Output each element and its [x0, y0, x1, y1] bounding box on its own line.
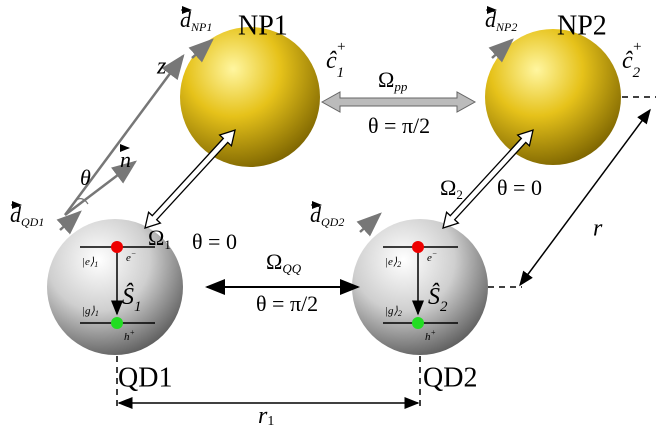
carrier: h+ — [124, 328, 135, 343]
carrier: e− — [427, 249, 437, 264]
symbol: d — [10, 202, 22, 227]
hole-dot — [111, 317, 123, 329]
sub: 1 — [94, 260, 98, 269]
symbol: Ω — [378, 67, 394, 92]
sub: 2 — [397, 260, 401, 269]
symbol: r — [258, 403, 268, 427]
r-arrow — [519, 108, 651, 287]
angle: θ = 0 — [497, 175, 542, 200]
dipole: dNP1 — [180, 7, 212, 34]
np-qd-arrow — [144, 129, 236, 229]
carrier: e− — [126, 249, 136, 264]
angle: θ = π/2 — [256, 291, 318, 316]
dipole-arrows — [56, 38, 514, 237]
state: |e⟩1 — [82, 256, 98, 269]
coupling: Ωpp — [378, 67, 408, 94]
np-label: NP1 — [238, 10, 288, 41]
symbol: ĉ — [622, 48, 633, 74]
symbol: e — [126, 252, 131, 264]
symbol: |e⟩ — [82, 256, 95, 268]
distance-label: r1 — [258, 403, 274, 427]
symbol: Ω — [440, 175, 456, 200]
state: |g⟩1 — [82, 305, 99, 318]
dipole: dNP2 — [485, 7, 517, 34]
sup: + — [431, 328, 436, 337]
coupling: ΩQQ — [266, 249, 302, 276]
symbol: Ω — [266, 249, 282, 274]
symbol: ĉ — [326, 48, 337, 74]
symbol: |e⟩ — [385, 256, 398, 268]
operator: ĉ1 + — [326, 39, 346, 81]
qd1-sphere — [47, 219, 183, 355]
operator: Ŝ1 — [122, 283, 142, 316]
sup: − — [432, 249, 437, 258]
axis-label: θ — [80, 165, 91, 190]
symbol: e — [427, 252, 432, 264]
symbol: Ω — [148, 225, 164, 250]
sub: QQ — [282, 261, 301, 276]
dipole: dQD1 — [10, 202, 44, 229]
qd2-sphere — [352, 219, 488, 355]
distance-label: r — [593, 216, 603, 242]
np-label: NP2 — [557, 10, 607, 41]
electron-dot — [111, 241, 123, 253]
qd-label: QD2 — [423, 362, 477, 393]
symbol: |g⟩ — [385, 305, 399, 317]
sub: 1 — [95, 309, 99, 318]
symbol: h — [124, 331, 130, 343]
sub: pp — [393, 79, 408, 94]
state: |e⟩2 — [385, 256, 401, 269]
symbol: d — [485, 7, 497, 32]
coupling: Ω1 — [148, 225, 171, 252]
symbol: d — [180, 7, 192, 32]
dashed-guides — [116, 96, 656, 410]
carrier: h+ — [425, 328, 436, 343]
qd-label: QD1 — [118, 362, 172, 393]
coupling: Ω2 — [440, 175, 463, 202]
symbol: |g⟩ — [82, 305, 96, 317]
hole-dot — [412, 317, 424, 329]
dipole: dQD2 — [310, 202, 344, 229]
sub: QD2 — [321, 215, 344, 229]
sub: NP2 — [495, 20, 517, 34]
np-coupling-arrow — [320, 91, 477, 113]
sub: 1 — [164, 237, 171, 252]
operator: Ŝ2 — [428, 283, 448, 316]
angle: θ = 0 — [192, 229, 237, 254]
axis-label: n — [120, 147, 131, 172]
sup: − — [131, 249, 136, 258]
state: |g⟩2 — [385, 305, 402, 318]
sup: + — [336, 39, 346, 55]
symbol: Ŝ — [428, 283, 440, 310]
symbol: h — [425, 331, 431, 343]
sub: 1 — [134, 299, 142, 315]
symbol: Ŝ — [122, 283, 134, 310]
sub: 2 — [456, 187, 463, 202]
sub: 2 — [633, 65, 641, 81]
np2-sphere — [485, 29, 621, 165]
symbol: d — [310, 202, 322, 227]
axis-label: z — [156, 54, 167, 80]
sub: 2 — [398, 309, 402, 318]
sup: + — [130, 328, 135, 337]
sup: + — [632, 39, 642, 55]
sub: 1 — [267, 414, 274, 427]
sub: 1 — [337, 65, 345, 81]
sub: NP1 — [190, 20, 212, 34]
sub: QD1 — [21, 215, 44, 229]
electron-dot — [412, 241, 424, 253]
sub: 2 — [440, 299, 448, 315]
vector-marks — [11, 6, 497, 209]
np1-sphere — [180, 27, 320, 167]
angle: θ = π/2 — [368, 113, 430, 138]
operator: ĉ2 + — [622, 39, 642, 81]
